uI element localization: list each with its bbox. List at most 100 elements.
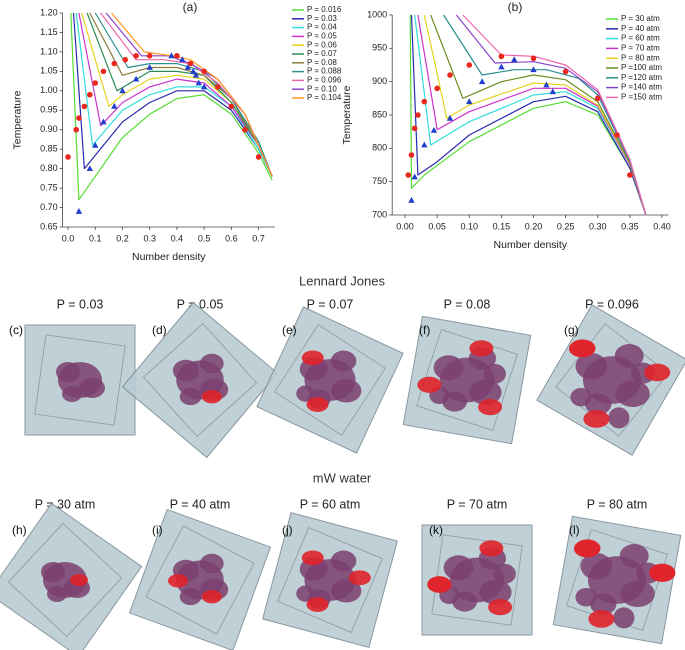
x-axis-label: Number density xyxy=(132,251,206,263)
spinodal-point xyxy=(132,75,140,82)
cluster-surface xyxy=(574,539,601,558)
legend-label: P = 0.05 xyxy=(307,32,337,41)
y-tick-label: 0.80 xyxy=(40,163,58,173)
rendering xyxy=(262,512,398,648)
legend-label: P = 60 atm xyxy=(621,34,660,43)
coexistence-point xyxy=(100,68,107,75)
legend-label: P = 0.03 xyxy=(307,14,337,23)
coexistence-point xyxy=(530,55,537,62)
cluster-blob xyxy=(296,385,315,402)
y-tick-label: 700 xyxy=(372,209,387,219)
legend-label: P =140 atm xyxy=(621,83,662,92)
cluster-blob xyxy=(614,344,644,368)
cluster-blob xyxy=(483,363,506,384)
isobar-line xyxy=(417,14,647,216)
coexistence-point xyxy=(92,80,99,86)
spinodal-point xyxy=(200,83,208,90)
spinodal-point xyxy=(549,88,556,95)
isobar-line xyxy=(78,12,273,177)
cluster-blob xyxy=(41,562,65,582)
isobar-line xyxy=(70,12,273,201)
coexistence-point xyxy=(421,98,428,105)
rendering xyxy=(256,306,404,454)
legend-label: P = 0.088 xyxy=(307,67,342,76)
y-tick-label: 900 xyxy=(372,76,387,86)
cluster-blob xyxy=(331,379,362,403)
cluster-blob xyxy=(575,353,608,380)
cluster-blob xyxy=(172,359,199,382)
isobar-line xyxy=(111,12,273,177)
panel-caption: P = 40 atm xyxy=(170,497,231,511)
cluster-blob xyxy=(199,353,224,374)
cluster-surface xyxy=(478,399,503,416)
panel-caption: P = 80 atm xyxy=(587,497,648,511)
cluster-surface xyxy=(488,599,513,616)
coexistence-point xyxy=(73,126,80,133)
isobar-line xyxy=(423,14,647,216)
rendering xyxy=(0,502,143,650)
coexistence-point xyxy=(111,60,118,67)
isobar-line xyxy=(89,12,273,177)
cluster-blob xyxy=(199,553,224,574)
cluster-blob xyxy=(479,579,512,605)
legend-label: P = 80 atm xyxy=(621,53,660,62)
spinodal-point xyxy=(111,102,118,109)
rendering xyxy=(24,324,136,436)
coexistence-point xyxy=(408,152,415,158)
cluster-blob xyxy=(575,587,597,607)
chart-title: (a) xyxy=(183,0,198,14)
legend-label: P = 0.06 xyxy=(307,40,337,49)
legend-label: P = 0.104 xyxy=(307,93,342,102)
panel-label: (k) xyxy=(429,523,443,537)
cluster-blob xyxy=(62,386,82,402)
spinodal-point xyxy=(100,118,107,125)
y-tick-label: 0.75 xyxy=(40,182,58,192)
x-tick-label: 0.2 xyxy=(116,233,129,243)
y-tick-label: 750 xyxy=(372,176,387,186)
coexistence-point xyxy=(87,91,93,98)
coexistence-point xyxy=(415,112,421,118)
isobar-line xyxy=(86,12,273,177)
coexistence-point xyxy=(242,126,248,133)
spinodal-point xyxy=(446,114,454,121)
coexistence-point xyxy=(122,56,129,63)
legend-label: P = 0.04 xyxy=(307,23,337,32)
spinodal-point xyxy=(86,165,94,172)
cluster-surface xyxy=(588,610,615,628)
x-tick-label: 0.5 xyxy=(198,233,211,243)
y-tick-label: 1.00 xyxy=(40,85,58,95)
section-title: mW water xyxy=(313,470,372,485)
isobar-line xyxy=(430,14,647,216)
y-tick-label: 1.20 xyxy=(40,7,58,17)
cluster-blob xyxy=(79,378,105,398)
y-tick-label: 1.05 xyxy=(40,66,58,76)
panel-caption: P = 30 atm xyxy=(35,497,96,511)
cluster-blob xyxy=(330,550,357,572)
chart-title: (b) xyxy=(508,0,523,14)
simulation-box-inner xyxy=(34,334,126,426)
cluster-blob xyxy=(615,380,650,407)
spinodal-point xyxy=(168,52,175,59)
coexistence-point xyxy=(174,53,180,59)
spinodal-point xyxy=(498,63,505,70)
cluster-blob xyxy=(590,593,617,615)
x-tick-label: 0.4 xyxy=(171,233,184,243)
cluster-blob xyxy=(620,580,655,607)
cluster-surface xyxy=(306,597,329,612)
cluster-blob xyxy=(580,553,613,580)
x-tick-label: 0.3 xyxy=(143,233,156,243)
coexistence-point xyxy=(214,84,221,90)
panel-caption: P = 70 atm xyxy=(447,497,508,511)
spinodal-point xyxy=(190,67,197,74)
isobar-line xyxy=(75,12,273,177)
coexistence-point xyxy=(201,68,207,75)
panel-caption: P = 0.08 xyxy=(444,297,491,311)
panel-label: (l) xyxy=(569,523,580,537)
cluster-blob xyxy=(331,579,362,603)
spinodal-point xyxy=(75,208,83,214)
isobar-line xyxy=(72,12,273,177)
simulation-box-inner xyxy=(274,324,386,436)
x-tick-label: 0.1 xyxy=(89,233,102,243)
y-tick-label: 0.90 xyxy=(40,124,58,134)
panel-label: (d) xyxy=(152,323,167,337)
